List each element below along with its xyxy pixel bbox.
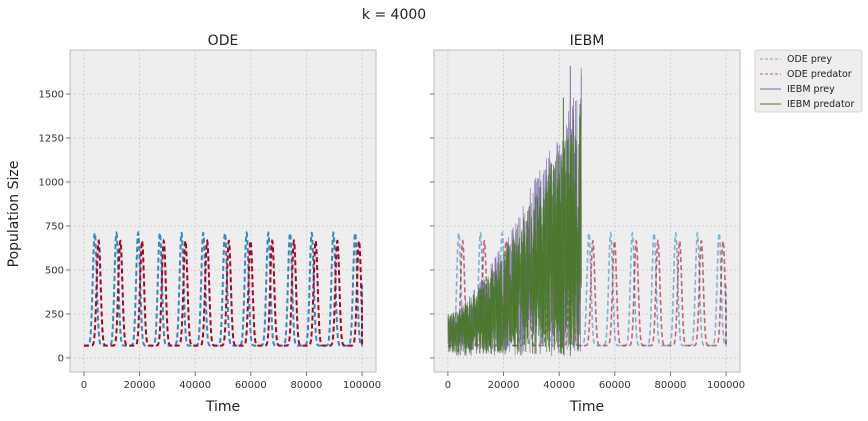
iebm-xtick-label-0: 0 bbox=[445, 380, 451, 391]
legend-label-ode-predator: ODE predator bbox=[787, 69, 852, 80]
iebm-panel: 0 20000 40000 60000 80000 100000 IEBM Time bbox=[430, 33, 745, 415]
ode-ytick-label-1250: 1250 bbox=[39, 133, 64, 144]
ode-xtick-label-40000: 40000 bbox=[179, 380, 211, 391]
iebm-xtick-label-40000: 40000 bbox=[543, 380, 575, 391]
ode-ytick-label-250: 250 bbox=[45, 309, 64, 320]
ode-lines bbox=[83, 230, 364, 347]
iebm-xtick-label-80000: 80000 bbox=[655, 380, 687, 391]
ode-ytick-label-0: 0 bbox=[58, 353, 64, 364]
legend-label-ode-prey: ODE prey bbox=[787, 54, 832, 65]
iebm-lines bbox=[447, 65, 727, 357]
ode-series-ode-predator bbox=[83, 238, 364, 347]
iebm-ticks: 0 20000 40000 60000 80000 100000 bbox=[430, 93, 745, 391]
ode-xtick-label-100000: 100000 bbox=[343, 380, 381, 391]
legend-item-iebm-prey: IEBM prey bbox=[760, 84, 835, 95]
legend-label-iebm-predator: IEBM predator bbox=[787, 99, 854, 110]
ode-xtick-label-0: 0 bbox=[81, 380, 87, 391]
ode-xtick-label-20000: 20000 bbox=[124, 380, 156, 391]
ode-x-axis-label: Time bbox=[205, 399, 240, 415]
ode-ticks: 0 20000 40000 60000 80000 100000 0 250 500 750 100… bbox=[39, 89, 382, 391]
legend: ODE prey ODE predator IEBM prey IEBM pre… bbox=[754, 49, 863, 113]
ode-xtick-label-80000: 80000 bbox=[291, 380, 323, 391]
legend-item-iebm-predator: IEBM predator bbox=[760, 99, 854, 110]
iebm-xtick-label-100000: 100000 bbox=[707, 380, 745, 391]
iebm-xtick-label-60000: 60000 bbox=[599, 380, 631, 391]
iebm-title: IEBM bbox=[570, 33, 605, 49]
ode-ytick-label-1500: 1500 bbox=[39, 89, 64, 100]
figure-suptitle: k = 4000 bbox=[362, 7, 426, 23]
ode-ytick-label-750: 750 bbox=[45, 221, 64, 232]
y-axis-label: Population Size bbox=[6, 161, 22, 268]
legend-item-ode-prey: ODE prey bbox=[760, 54, 832, 65]
iebm-x-axis-label: Time bbox=[569, 399, 604, 415]
iebm-xtick-label-20000: 20000 bbox=[488, 380, 520, 391]
ode-panel: 0 20000 40000 60000 80000 100000 0 250 500 750 100… bbox=[39, 33, 382, 415]
ode-title: ODE bbox=[208, 33, 239, 49]
ode-plot-area bbox=[69, 49, 377, 373]
iebm-series-iebm-predator bbox=[447, 104, 582, 355]
ode-ytick-label-1000: 1000 bbox=[39, 177, 64, 188]
legend-frame bbox=[754, 49, 863, 113]
ode-ytick-label-500: 500 bbox=[45, 265, 64, 276]
ode-xtick-label-60000: 60000 bbox=[235, 380, 267, 391]
legend-label-iebm-prey: IEBM prey bbox=[787, 84, 835, 95]
legend-item-ode-predator: ODE predator bbox=[760, 69, 852, 80]
